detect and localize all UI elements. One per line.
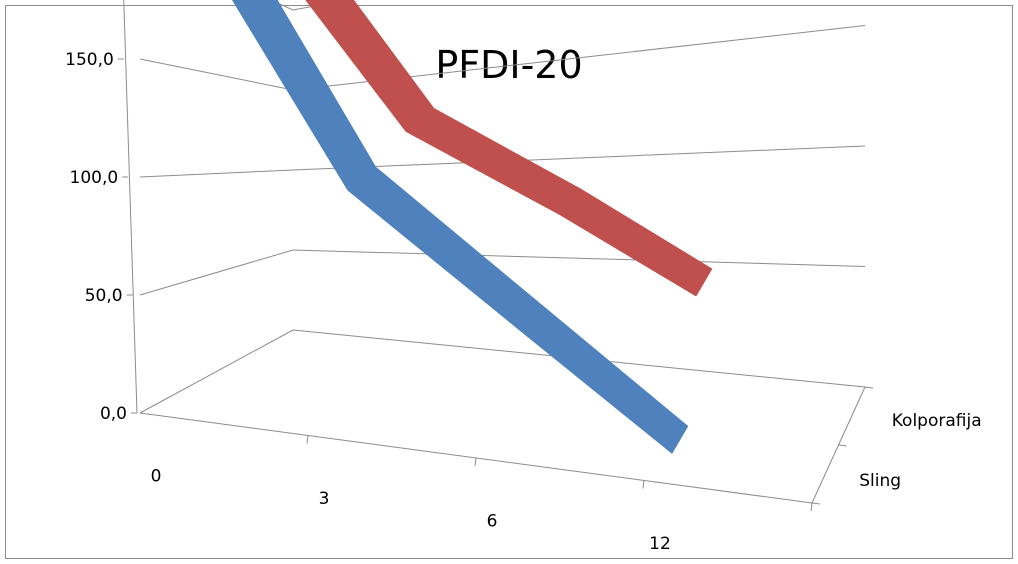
- gridline-back: [292, 249, 866, 267]
- x-tick-labels: 0 3 6 12: [151, 466, 671, 554]
- y-tick-label: 100,0: [70, 168, 119, 188]
- depth-tick-mark: [811, 502, 821, 505]
- gridline-side: [139, 58, 294, 91]
- x-tick-label: 0: [151, 466, 162, 486]
- gridline-back: [292, 145, 866, 171]
- y-tick-label: 50,0: [85, 286, 123, 306]
- depth-tick-mark: [864, 386, 874, 389]
- gridline-side: [139, 169, 294, 178]
- x-tick-label: 6: [487, 511, 498, 531]
- series-point: [534, 320, 536, 322]
- x-tick-mark: [306, 435, 309, 444]
- x-tick-label: 12: [649, 534, 671, 554]
- series-point: [361, 178, 363, 180]
- x-tick-label: 3: [319, 489, 330, 509]
- series-point: [569, 201, 571, 203]
- gridline-side-base: [139, 329, 294, 414]
- series-ribbons: [231, 0, 713, 454]
- gridline-back: [292, 0, 351, 11]
- depth-label: Sling: [859, 471, 901, 491]
- series-point: [703, 281, 705, 283]
- axes: [117, 0, 874, 512]
- y-tick-label: 0,0: [100, 404, 127, 424]
- depth-tick-mark: [838, 444, 847, 447]
- y-tick-label: 150,0: [65, 50, 114, 70]
- gridline-side: [139, 249, 294, 296]
- series-point: [679, 439, 681, 441]
- series-point: [419, 119, 421, 121]
- series-ribbon: [231, 0, 689, 454]
- y-axis-line: [123, 0, 138, 414]
- depth-label: Kolporafija: [892, 411, 982, 431]
- chart-title: PFDI-20: [435, 43, 582, 87]
- depth-labels: Sling Kolporafija: [859, 411, 981, 491]
- x-tick-mark: [810, 502, 813, 512]
- series-ribbon: [305, 0, 713, 297]
- x-tick-mark: [474, 457, 477, 467]
- x-tick-mark: [642, 480, 645, 489]
